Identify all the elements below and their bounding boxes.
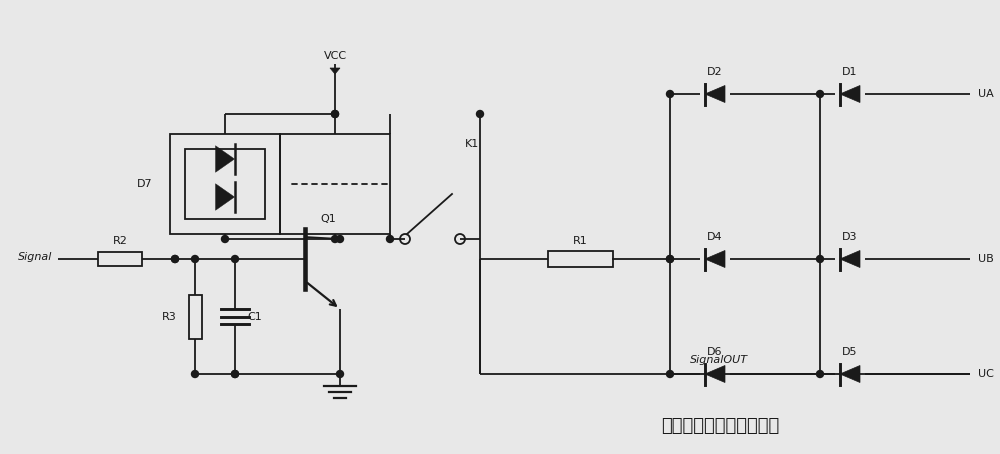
Circle shape bbox=[336, 370, 344, 377]
Polygon shape bbox=[840, 251, 860, 267]
Bar bbox=[170, 134, 280, 234]
Text: Signal: Signal bbox=[18, 252, 52, 262]
Circle shape bbox=[666, 256, 674, 262]
Text: D6: D6 bbox=[707, 347, 723, 357]
Bar bbox=[280, 134, 390, 234]
Polygon shape bbox=[705, 85, 725, 103]
Text: R2: R2 bbox=[113, 236, 127, 246]
Circle shape bbox=[336, 236, 344, 242]
Text: D7: D7 bbox=[136, 179, 152, 189]
Text: UA: UA bbox=[978, 89, 994, 99]
Text: Q1: Q1 bbox=[320, 214, 336, 224]
Circle shape bbox=[332, 110, 338, 118]
Text: D1: D1 bbox=[842, 67, 858, 77]
Circle shape bbox=[232, 370, 239, 377]
Circle shape bbox=[816, 256, 824, 262]
Text: D5: D5 bbox=[842, 347, 858, 357]
Polygon shape bbox=[840, 365, 860, 383]
Polygon shape bbox=[216, 184, 234, 210]
Text: 外置断路器信号控制输出: 外置断路器信号控制输出 bbox=[661, 417, 779, 435]
Circle shape bbox=[816, 370, 824, 377]
Text: K1: K1 bbox=[465, 139, 479, 149]
Text: D4: D4 bbox=[707, 232, 723, 242]
Circle shape bbox=[666, 370, 674, 377]
Circle shape bbox=[232, 256, 239, 262]
Bar bbox=[548, 251, 612, 267]
Text: UC: UC bbox=[978, 369, 994, 379]
Circle shape bbox=[332, 236, 338, 242]
Circle shape bbox=[477, 110, 484, 118]
Text: UB: UB bbox=[978, 254, 994, 264]
Bar bbox=[185, 149, 265, 219]
Text: C1: C1 bbox=[248, 311, 262, 321]
Text: R3: R3 bbox=[162, 311, 177, 321]
Polygon shape bbox=[705, 251, 725, 267]
Text: VCC: VCC bbox=[323, 51, 347, 61]
Bar bbox=[98, 252, 142, 266]
Circle shape bbox=[172, 256, 178, 262]
Text: D3: D3 bbox=[842, 232, 858, 242]
Circle shape bbox=[816, 90, 824, 98]
Text: SignalOUT: SignalOUT bbox=[690, 355, 748, 365]
Text: R1: R1 bbox=[573, 236, 587, 246]
Circle shape bbox=[332, 110, 338, 118]
Circle shape bbox=[232, 370, 239, 377]
Circle shape bbox=[222, 236, 228, 242]
Polygon shape bbox=[216, 146, 234, 173]
Polygon shape bbox=[705, 365, 725, 383]
Polygon shape bbox=[840, 85, 860, 103]
Text: D2: D2 bbox=[707, 67, 723, 77]
Circle shape bbox=[666, 256, 674, 262]
Circle shape bbox=[666, 90, 674, 98]
Circle shape bbox=[172, 256, 178, 262]
Circle shape bbox=[386, 236, 394, 242]
Circle shape bbox=[192, 256, 198, 262]
Polygon shape bbox=[330, 68, 340, 74]
Circle shape bbox=[192, 370, 198, 377]
Bar bbox=[188, 295, 202, 339]
